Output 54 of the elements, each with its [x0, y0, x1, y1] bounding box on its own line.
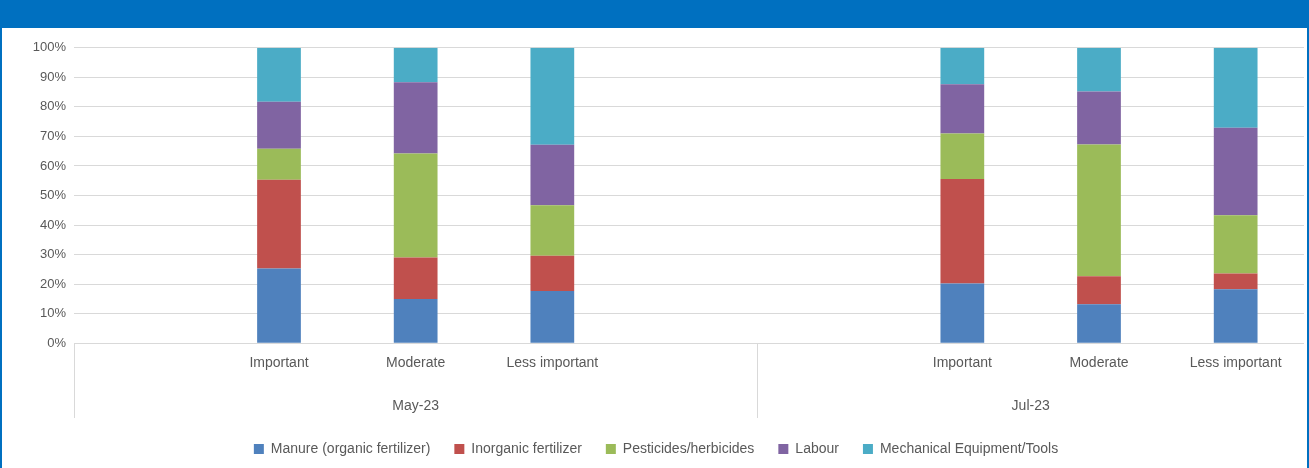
legend-label: Mechanical Equipment/Tools — [879, 439, 1059, 456]
bar — [393, 257, 438, 299]
x-tick-label: Less important — [1189, 354, 1282, 371]
bar — [530, 290, 575, 343]
y-tick-label: 80% — [39, 98, 67, 114]
bar — [257, 268, 301, 343]
bar — [1213, 47, 1258, 128]
y-tick-label: 40% — [39, 216, 67, 232]
bar — [530, 205, 575, 256]
y-tick-label: 70% — [39, 128, 67, 143]
x-tick-label: Moderate — [386, 354, 446, 371]
bar — [1213, 273, 1258, 290]
legend-label: Inorganic fertilizer — [471, 439, 583, 456]
x-tick-label: Important — [932, 354, 993, 371]
bar — [393, 298, 438, 343]
bar — [530, 255, 575, 291]
y-tick-label: 10% — [39, 305, 67, 321]
bar — [393, 153, 438, 258]
legend-label: Manure (organic fertilizer) — [270, 439, 431, 456]
y-tick-label: 100% — [32, 39, 67, 55]
legend-label: Labour — [795, 439, 840, 456]
bar — [393, 82, 438, 154]
text: Jul-23 — [1011, 396, 1050, 413]
bar — [257, 101, 301, 149]
bar — [1213, 215, 1258, 274]
legend-label: Pesticides/herbicides — [622, 439, 755, 456]
y-tick-label: 90% — [39, 68, 67, 84]
bar — [1077, 304, 1121, 343]
x-tick-label: Less important — [506, 354, 599, 371]
bar — [257, 179, 301, 269]
x-tick-label: Important — [249, 354, 309, 371]
bar — [530, 47, 575, 145]
y-tick-label: 30% — [39, 246, 67, 262]
bar — [1077, 91, 1121, 145]
text: May-23 — [392, 396, 440, 413]
bar — [530, 144, 575, 206]
bar — [1077, 144, 1121, 277]
y-tick-label: 50% — [39, 187, 67, 203]
bar — [1077, 276, 1121, 305]
y-tick-label: 0% — [47, 334, 67, 350]
bar — [1213, 127, 1258, 216]
y-tick-label: 60% — [39, 157, 67, 173]
bar — [257, 47, 301, 102]
bar — [940, 47, 985, 85]
bar — [257, 148, 301, 180]
bar — [940, 178, 985, 284]
y-tick-label: 20% — [39, 275, 67, 291]
bar — [940, 84, 985, 134]
x-tick-label: Moderate — [1069, 354, 1129, 371]
bar — [940, 133, 985, 179]
bar — [1077, 47, 1121, 92]
bar — [393, 47, 438, 83]
bar — [940, 283, 985, 343]
bar — [1213, 289, 1258, 343]
